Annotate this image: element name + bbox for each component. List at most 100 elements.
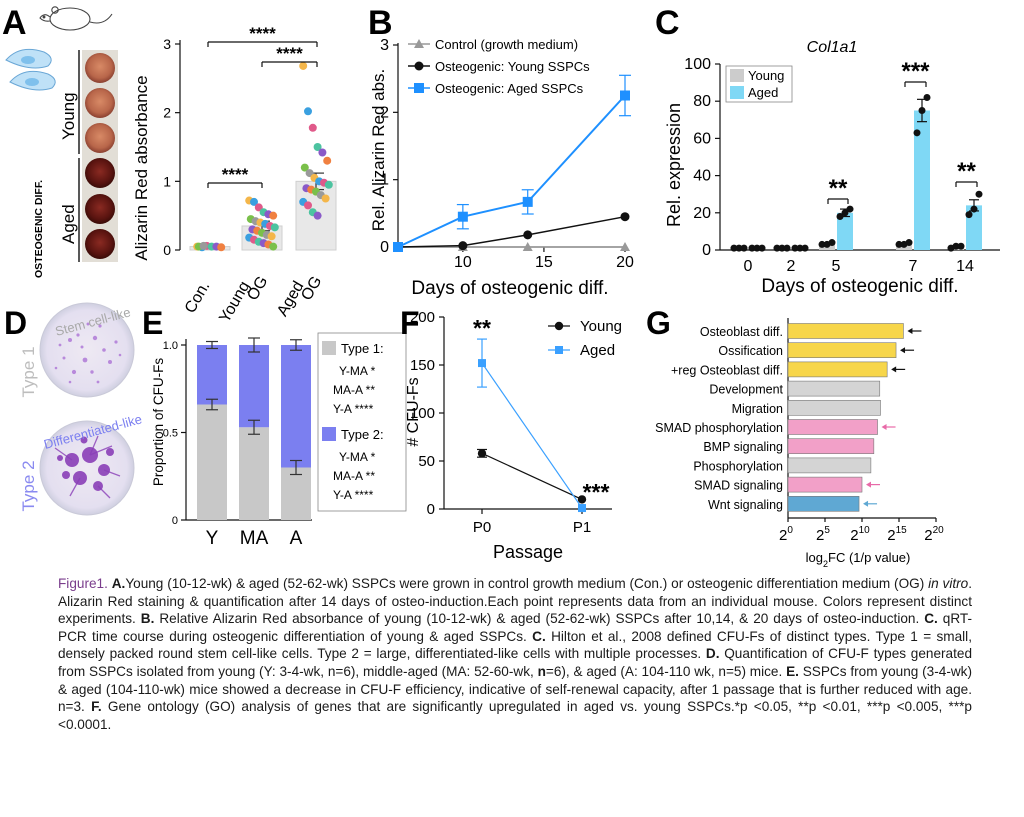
bar	[787, 457, 872, 474]
x-axis-labels: Con. Young OG Aged OG	[182, 274, 326, 326]
bar	[787, 419, 878, 435]
data-point	[477, 449, 487, 458]
x-tick-label: 20	[779, 525, 793, 544]
figure-panels: A OSTEOGENIC DIFF. Young Aged	[2, 4, 1000, 569]
data-point	[895, 240, 903, 248]
arrow-icon	[900, 347, 906, 354]
panel-letter: D	[4, 305, 27, 341]
panel-d: D Type 1 Type 2 Stem cell-like	[4, 302, 144, 516]
legend-marker	[414, 61, 424, 71]
bar-type2	[197, 345, 227, 405]
x-tick-label: Y	[206, 528, 219, 549]
xlabel: log2FC (1/p value)	[806, 550, 911, 569]
dish-type2: Differentiated-like	[39, 411, 144, 516]
legend-box	[317, 332, 407, 512]
mouse-icon	[39, 6, 113, 31]
x-tick-label: 7	[909, 258, 918, 275]
bar-label: Wnt signaling	[708, 498, 783, 512]
caption-label-f: F.	[91, 699, 102, 715]
bar-type2	[281, 345, 311, 468]
y-tick-label: 1	[163, 173, 171, 189]
young-group-label: Young	[59, 92, 78, 140]
y-tick-label: 100	[684, 56, 711, 73]
data-point	[578, 504, 586, 513]
legend-marker	[555, 346, 563, 354]
caption-text: =6), & aged (A: 104-110 wk, n=5) mice.	[545, 663, 787, 679]
y-tick-label: 60	[693, 130, 711, 147]
legend-marker	[414, 83, 424, 93]
legend-label: Osteogenic: Aged SSPCs	[435, 81, 584, 96]
series-line	[481, 362, 583, 509]
panel-letter: B	[368, 4, 393, 42]
data-point	[740, 244, 748, 252]
panel-c: C Col1a1 Rel. expression 0 20 40 60 80 100 0 2 5…	[655, 4, 1000, 297]
y-tick-label: 0	[427, 501, 435, 518]
bar-label: SMAD phosphorylation	[655, 421, 783, 435]
data-point	[304, 201, 312, 210]
data-point	[620, 212, 630, 222]
data-point	[783, 244, 791, 252]
caption-label-d: D.	[705, 646, 720, 662]
y-tick-label: 2	[163, 105, 171, 121]
data-point	[778, 244, 786, 252]
data-point	[458, 241, 468, 251]
legend-stat: MA-A **	[333, 383, 375, 397]
bar-type1	[197, 404, 227, 520]
y-tick-label: 1	[380, 172, 389, 189]
data-point	[299, 61, 308, 70]
arrow-icon	[863, 500, 869, 507]
caption-text: Gene ontology (GO) analysis of genes tha…	[58, 699, 972, 732]
bar-label: +reg Osteoblast diff.	[671, 363, 783, 377]
caption-label-a: A.	[111, 576, 126, 591]
panel-g: G Osteoblast diff. Ossification +reg Osteo…	[646, 305, 944, 569]
data-point	[308, 123, 317, 132]
arrow-icon	[907, 328, 913, 334]
well-aged-1	[85, 158, 115, 188]
data-point	[321, 194, 330, 203]
x-tick-label: 14	[956, 258, 974, 275]
stained-wells	[82, 50, 118, 262]
data-point	[269, 211, 278, 220]
data-point	[522, 242, 533, 251]
well-young-2	[85, 88, 115, 118]
x-tick-label: 215	[887, 525, 907, 544]
data-point	[300, 163, 309, 172]
type1-label: Type 1	[19, 346, 38, 397]
x-tick-label: 2	[787, 258, 796, 275]
data-point	[269, 242, 278, 251]
legend-swatch	[730, 69, 744, 82]
data-point	[952, 242, 960, 250]
bar-type2	[239, 345, 269, 428]
ylabel: Alizarin Red absorbance	[132, 75, 151, 260]
data-point	[267, 232, 276, 241]
ylabel: Proportion of CFU-Fs	[151, 358, 166, 487]
panel-letter: G	[646, 305, 671, 341]
data-point	[748, 244, 756, 252]
data-point	[323, 156, 332, 165]
well-aged-2	[85, 194, 115, 224]
legend-label-type2: Type 2:	[341, 427, 384, 442]
chart-e: 0 0.5 1.0 Y MA A	[163, 337, 312, 549]
significance-label: **	[473, 315, 491, 341]
y-tick-label: 40	[693, 168, 711, 185]
caption-text: Hilton et al., 2008 defined CFU-Fs of di…	[58, 628, 972, 662]
legend: Type 1: Y-MA * MA-A ** Y-A **** Type 2: …	[317, 332, 407, 512]
caption-bold: n	[537, 663, 546, 679]
legend-marker	[554, 321, 564, 331]
significance-label: ****	[222, 165, 249, 184]
x-tick-label: P1	[573, 519, 591, 536]
bar	[787, 361, 888, 378]
data-point	[313, 143, 322, 151]
y-tick-label: 1.0	[163, 340, 178, 352]
bar-label: Phosphorylation	[693, 459, 783, 473]
data-point	[324, 180, 333, 189]
x-tick-label: 10	[454, 254, 472, 271]
caption-text: SSPCs from young (3-4-wk) & aged (104-11…	[58, 663, 972, 715]
data-point	[828, 239, 836, 247]
series-line	[397, 215, 626, 248]
y-tick-label: 20	[693, 205, 711, 222]
data-point	[758, 244, 766, 252]
caption-label-c: C.	[924, 611, 938, 627]
data-point	[913, 129, 921, 137]
data-point	[313, 211, 322, 220]
